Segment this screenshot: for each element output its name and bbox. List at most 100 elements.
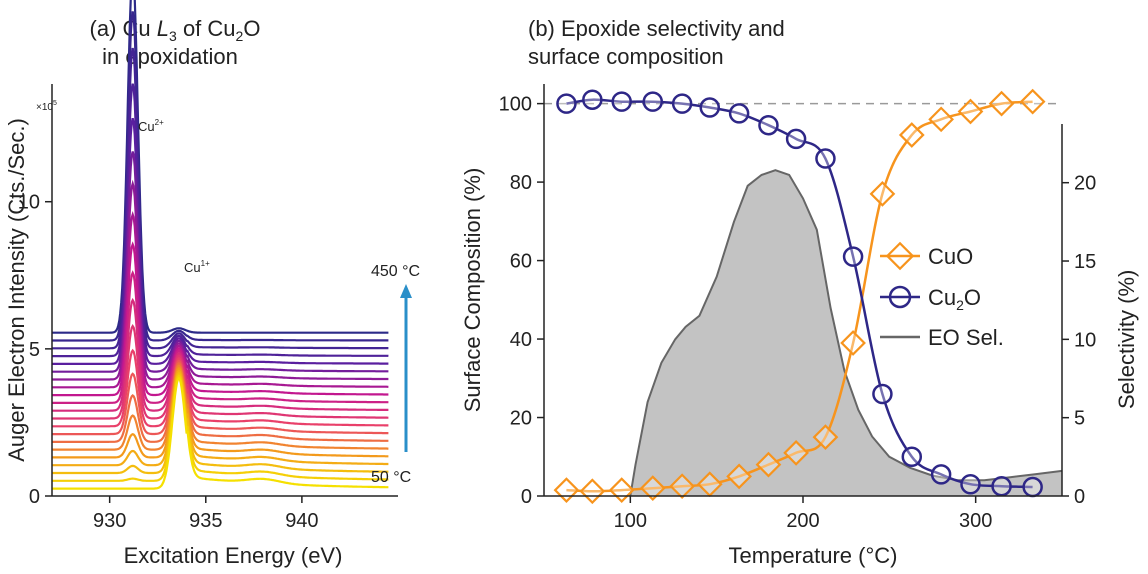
cuo-point — [1019, 88, 1046, 115]
temp-low-label: 50 °C — [371, 469, 411, 486]
y2-tick-label: 5 — [1074, 408, 1085, 430]
cu2o-point — [930, 464, 952, 485]
panel-a-title-line1: (a) Cu L3 of Cu2O — [90, 16, 261, 44]
spectrum-line — [52, 0, 389, 334]
x-tick-label: 930 — [93, 510, 126, 532]
panel-a-axes: 930 935 940 0 5 10 Excitation Energy (eV) Auger… — [4, 84, 398, 568]
spectrum-line — [52, 359, 389, 436]
cuo-point — [869, 180, 896, 207]
spectrum-line — [52, 151, 389, 373]
cuo-point — [840, 330, 866, 356]
cu2o-point — [815, 148, 836, 169]
legend-cu2o-label: Cu2O — [928, 285, 981, 313]
cuo-point — [812, 424, 839, 451]
cuo-point — [988, 90, 1015, 117]
spectrum-line — [52, 323, 389, 420]
cuo-point — [726, 463, 752, 490]
y-axis-label: Surface Composition (%) — [460, 168, 485, 413]
x-tick-label: 100 — [614, 510, 647, 532]
temperature-arrow-head — [400, 284, 412, 298]
y-tick-label: 80 — [510, 172, 532, 194]
cu2o-point — [758, 114, 779, 136]
cu2o-point — [556, 93, 577, 114]
cuo-point — [898, 122, 925, 148]
legend-eo-label: EO Sel. — [928, 325, 1004, 350]
panel-b-title-line2: surface composition — [528, 44, 724, 69]
panel-b-title-line1: (b) Epoxide selectivity and — [528, 16, 785, 41]
cuo-point — [669, 473, 696, 500]
x-axis-label: Excitation Energy (eV) — [124, 543, 343, 568]
spectrum-line — [52, 83, 389, 358]
cuo-point — [783, 439, 809, 466]
y2-tick-label: 20 — [1074, 173, 1096, 195]
panel-a-title-line2: in epoxidation — [102, 44, 238, 69]
y-tick-label: 0 — [29, 486, 40, 508]
y2-axis-label: Selectivity (%) — [1114, 270, 1139, 409]
cu2o-point — [582, 89, 603, 110]
y-tick-label: 60 — [510, 251, 532, 273]
cuo-point — [553, 477, 580, 503]
x-tick-label: 200 — [786, 510, 819, 532]
y2-tick-label: 10 — [1074, 329, 1096, 351]
spectrum-line — [52, 11, 389, 342]
cu2o-point — [1022, 476, 1043, 498]
spectrum-line — [52, 348, 389, 428]
spectrum-line — [52, 361, 389, 443]
cu2o-point — [991, 475, 1012, 497]
spectrum-line — [52, 374, 389, 482]
legend-cuo-label: CuO — [928, 244, 973, 269]
spectrum-line — [52, 371, 389, 475]
cu2o-point — [901, 446, 923, 468]
y-tick-label: 0 — [521, 486, 532, 508]
y2-tick-label: 0 — [1074, 486, 1085, 508]
cu2o-point — [872, 383, 893, 405]
cuo-point — [957, 98, 984, 125]
y2-tick-label: 15 — [1074, 251, 1096, 273]
y-tick-label: 10 — [18, 192, 40, 214]
cu2o-point — [671, 93, 693, 114]
y-tick-label: 40 — [510, 329, 532, 351]
temp-high-label: 450 °C — [371, 263, 420, 280]
spectrum-line — [52, 241, 389, 397]
spectrum-line — [52, 366, 389, 459]
legend-cu2o-marker — [888, 285, 912, 309]
spectrum-line — [52, 47, 389, 350]
legend: CuO Cu2O EO Sel. — [880, 241, 1004, 350]
cu2o-point — [842, 246, 864, 267]
cu2o-point — [699, 97, 721, 118]
spectrum-line — [52, 270, 389, 404]
y-tick-label: 100 — [499, 94, 532, 116]
eo-selectivity-area — [630, 170, 1062, 496]
intensity-multiplier: ×105 — [36, 100, 57, 113]
y-tick-label: 20 — [510, 408, 532, 430]
cu2o-line — [566, 98, 1033, 489]
cuo-point — [639, 475, 666, 502]
panel-b: (b) Epoxide selectivity and surface comp… — [460, 16, 1139, 568]
panel-b-plot — [544, 88, 1063, 505]
y-tick-label: 5 — [29, 339, 40, 361]
spectrum-line — [52, 376, 389, 490]
spectrum-line — [52, 210, 389, 389]
cuo-point — [928, 106, 955, 133]
cuo-line — [566, 100, 1033, 493]
spectrum-line — [52, 179, 389, 381]
legend-cu2o: Cu2O — [880, 285, 981, 313]
x-tick-label: 935 — [189, 510, 222, 532]
cuo-point — [696, 471, 723, 498]
spectrum-line — [52, 369, 389, 467]
y-axis-label: Auger Electron Intensity (Cts./Sec.) — [4, 118, 29, 462]
cu2o-point — [642, 91, 664, 112]
cuo-point — [755, 451, 782, 478]
x-axis-label: Temperature (°C) — [729, 543, 898, 568]
cu2-peak-label: Cu2+ — [138, 118, 164, 134]
spectrum-line — [52, 364, 389, 451]
panel-a-spectra — [52, 0, 389, 490]
legend-eo: EO Sel. — [880, 325, 1004, 350]
x-tick-label: 300 — [959, 510, 992, 532]
cu2o-point — [611, 91, 632, 112]
legend-cuo: CuO — [880, 241, 973, 271]
cuo-point — [579, 478, 606, 505]
spectrum-line — [52, 117, 389, 365]
panel-b-axes: 100 200 300 0 20 40 60 80 100 0 5 10 15 20 Temperature… — [460, 84, 1139, 568]
